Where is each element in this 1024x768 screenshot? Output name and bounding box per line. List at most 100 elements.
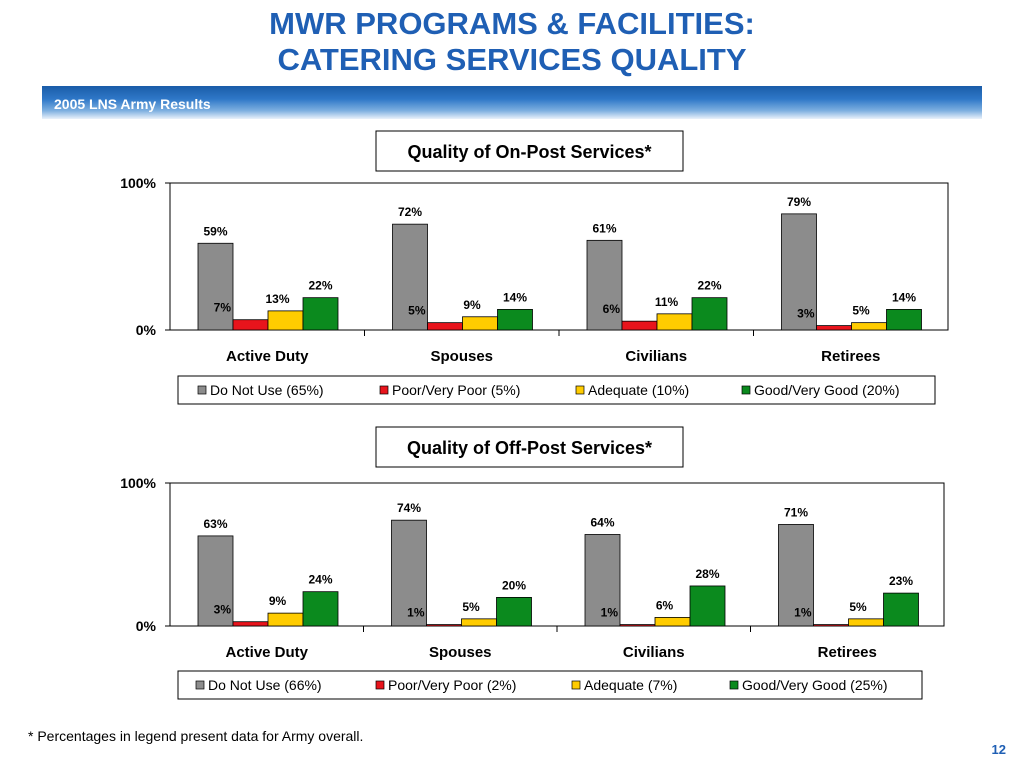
data-label: 6% — [603, 302, 621, 316]
bar-do-not-use — [197, 535, 234, 627]
bar-good — [302, 297, 339, 331]
bar-adequate — [267, 310, 304, 331]
page-number: 12 — [991, 742, 1006, 757]
banner-text: 2005 LNS Army Results — [54, 96, 211, 112]
legend-label: Poor/Very Poor (2%) — [388, 677, 516, 693]
bar-good — [302, 591, 339, 627]
bar-good — [689, 585, 726, 627]
data-label: 61% — [592, 221, 616, 235]
data-label: 5% — [408, 304, 426, 318]
bar-poor — [619, 624, 656, 627]
legend-label: Adequate (10%) — [588, 382, 689, 398]
legend-swatch — [379, 385, 389, 395]
chart-title: Quality of On-Post Services* — [407, 142, 651, 162]
category-label: Civilians — [623, 644, 685, 661]
bar-do-not-use — [391, 519, 427, 627]
category-label: Retirees — [818, 644, 877, 661]
data-label: 71% — [784, 505, 808, 519]
data-label: 1% — [601, 606, 619, 620]
bar-good — [497, 309, 533, 331]
bar-adequate — [267, 612, 304, 627]
y-tick-label: 100% — [120, 175, 156, 191]
legend-swatch — [195, 680, 205, 690]
data-label: 1% — [794, 606, 812, 620]
bar-do-not-use — [778, 524, 814, 627]
legend-swatch — [741, 385, 751, 395]
bar-poor — [232, 319, 269, 331]
legend-swatch — [375, 680, 385, 690]
bar-good — [886, 309, 922, 331]
title-line-1: MWR PROGRAMS & FACILITIES: — [269, 6, 755, 41]
y-tick-label: 0% — [136, 618, 157, 634]
legend-label: Good/Very Good (20%) — [754, 382, 900, 398]
data-label: 14% — [503, 290, 527, 304]
legend — [177, 375, 936, 405]
data-label: 3% — [214, 603, 232, 617]
bar-good — [496, 596, 532, 627]
chart-title-box — [375, 426, 684, 468]
bar-good — [691, 297, 728, 331]
bar-adequate — [851, 322, 887, 331]
data-label: 59% — [203, 224, 227, 238]
data-label: 72% — [398, 205, 422, 219]
bar-adequate — [848, 618, 884, 627]
bar-poor — [427, 322, 463, 331]
data-label: 9% — [463, 298, 481, 312]
category-label: Active Duty — [225, 644, 308, 661]
bar-adequate — [462, 316, 498, 331]
legend-swatch — [729, 680, 739, 690]
category-label: Retirees — [821, 348, 880, 365]
legend-swatch — [575, 385, 585, 395]
legend — [177, 670, 923, 700]
bar-poor — [426, 624, 462, 627]
category-label: Spouses — [430, 348, 493, 365]
chart-title: Quality of Off-Post Services* — [407, 438, 652, 458]
data-label: 24% — [308, 573, 332, 587]
data-label: 13% — [265, 292, 289, 306]
bar-adequate — [656, 313, 693, 331]
legend-swatch — [571, 680, 581, 690]
title-line-2: CATERING SERVICES QUALITY — [277, 42, 747, 77]
plot-area — [169, 182, 949, 331]
banner: 2005 LNS Army Results — [42, 86, 982, 119]
data-label: 79% — [787, 195, 811, 209]
bar-do-not-use — [781, 213, 817, 331]
data-label: 22% — [308, 279, 332, 293]
legend-label: Good/Very Good (25%) — [742, 677, 888, 693]
bar-poor — [621, 320, 658, 331]
data-label: 64% — [590, 515, 614, 529]
category-label: Active Duty — [226, 348, 309, 365]
legend-label: Poor/Very Poor (5%) — [392, 382, 520, 398]
data-label: 20% — [502, 578, 526, 592]
y-tick-label: 100% — [120, 475, 156, 491]
data-label: 22% — [697, 279, 721, 293]
bar-do-not-use — [392, 223, 428, 331]
bar-poor — [813, 624, 849, 627]
bar-good — [883, 592, 919, 627]
on-post-chart: Quality of On-Post Services* 0% 100% 59% 7% 1… — [120, 130, 949, 405]
data-label: 14% — [892, 290, 916, 304]
legend-label: Adequate (7%) — [584, 677, 677, 693]
bar-poor — [232, 621, 269, 627]
bar-do-not-use — [197, 242, 234, 331]
data-label: 28% — [695, 567, 719, 581]
data-label: 74% — [397, 501, 421, 515]
data-label: 1% — [407, 606, 425, 620]
data-label: 63% — [203, 517, 227, 531]
bar-adequate — [461, 618, 497, 627]
footnote: * Percentages in legend present data for… — [28, 728, 364, 744]
off-post-chart: Quality of Off-Post Services* 0% 100% 63% 3%… — [120, 426, 945, 700]
category-label: Spouses — [429, 644, 492, 661]
data-label: 23% — [889, 574, 913, 588]
bar-poor — [816, 325, 852, 331]
data-label: 3% — [797, 307, 815, 321]
chart-title-box — [375, 130, 684, 172]
legend-swatch — [197, 385, 207, 395]
data-label: 5% — [462, 600, 480, 614]
data-label: 5% — [852, 304, 870, 318]
bar-adequate — [654, 617, 691, 627]
legend-label: Do Not Use (65%) — [210, 382, 324, 398]
data-label: 7% — [214, 301, 232, 315]
data-label: 6% — [656, 598, 674, 612]
bar-do-not-use — [584, 534, 621, 627]
